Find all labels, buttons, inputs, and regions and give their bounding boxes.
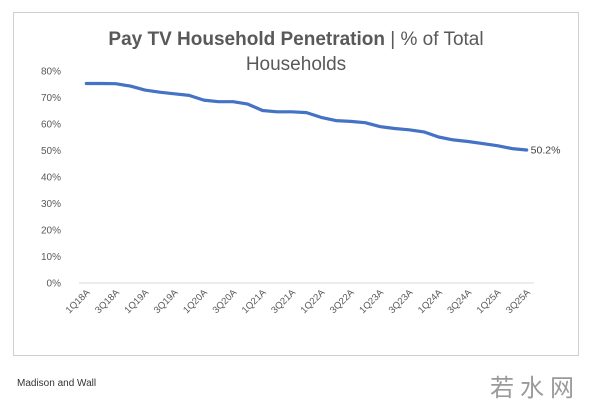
data-point — [319, 116, 323, 119]
chart-title-line2: Households — [245, 54, 347, 75]
chart-title-bold: Pay TV Household Penetration — [108, 29, 385, 50]
y-tick-label: 80% — [41, 67, 61, 78]
x-tick-label: 1Q21A — [240, 287, 269, 316]
data-point — [143, 88, 147, 92]
data-point — [393, 127, 396, 130]
x-tick-label: 3Q19A — [152, 287, 181, 316]
data-point — [99, 82, 103, 85]
x-tick-label: 3Q22A — [328, 287, 357, 316]
x-tick-label: 3Q18A — [93, 287, 122, 316]
data-point — [378, 125, 382, 128]
y-tick-label: 0% — [47, 279, 62, 290]
end-data-label: 50.2% — [531, 144, 561, 156]
y-tick-label: 70% — [41, 93, 61, 104]
data-point — [187, 94, 191, 97]
x-tick-label: 1Q24A — [416, 287, 445, 316]
data-point — [173, 92, 176, 95]
y-tick-label: 60% — [41, 120, 61, 131]
series-line — [84, 81, 529, 152]
data-point — [114, 82, 117, 85]
data-point — [217, 100, 220, 103]
x-tick-label: 1Q19A — [122, 287, 151, 316]
data-point — [408, 128, 411, 132]
y-tick-label: 40% — [41, 173, 61, 184]
chart-title: Pay TV Household Penetration | % of Tota… — [14, 27, 578, 77]
data-point — [525, 148, 528, 152]
source-text: Madison and Wall — [17, 378, 97, 389]
x-tick-label: 3Q20A — [211, 287, 240, 316]
y-tick-label: 30% — [41, 199, 61, 210]
y-tick-label: 10% — [41, 252, 61, 263]
watermark: 若水网 — [490, 374, 580, 402]
line-chart: 0% 10% 20% 30% 40% 50% 60% 70% 80% 1Q18A 3Q18A 1Q19… — [41, 67, 561, 317]
data-point — [158, 91, 161, 94]
data-point — [246, 102, 249, 106]
data-point — [275, 110, 279, 114]
data-point — [481, 142, 484, 145]
x-tick-label: 1Q23A — [357, 287, 386, 316]
x-tick-label: 1Q22A — [299, 287, 328, 316]
chart-frame: Pay TV Household Penetration | % of Tota… — [13, 12, 579, 356]
x-tick-label: 1Q25A — [475, 287, 504, 316]
data-point — [202, 98, 205, 102]
x-tick-label: 1Q20A — [181, 287, 210, 316]
x-tick-label: 3Q21A — [269, 287, 298, 316]
data-point — [437, 135, 440, 139]
data-point — [349, 120, 352, 123]
y-tick-label: 20% — [41, 226, 61, 237]
data-point — [452, 138, 455, 142]
x-tick-label: 1Q18A — [64, 287, 93, 316]
data-point — [85, 82, 88, 85]
data-point — [364, 121, 367, 124]
data-point — [305, 111, 308, 114]
x-tick-label: 3Q23A — [387, 287, 416, 316]
x-tick-label: 3Q25A — [504, 287, 533, 316]
data-point — [261, 109, 264, 112]
chart-title-rest: | % of Total — [385, 29, 484, 50]
data-point — [231, 100, 235, 103]
data-point — [466, 140, 470, 143]
x-tick-label: 3Q24A — [445, 287, 474, 316]
y-tick-label: 50% — [41, 146, 61, 157]
data-point — [129, 84, 132, 88]
data-point — [290, 110, 294, 114]
data-point — [496, 144, 499, 147]
data-point — [334, 119, 338, 122]
data-point — [510, 147, 514, 150]
data-point — [422, 130, 426, 134]
